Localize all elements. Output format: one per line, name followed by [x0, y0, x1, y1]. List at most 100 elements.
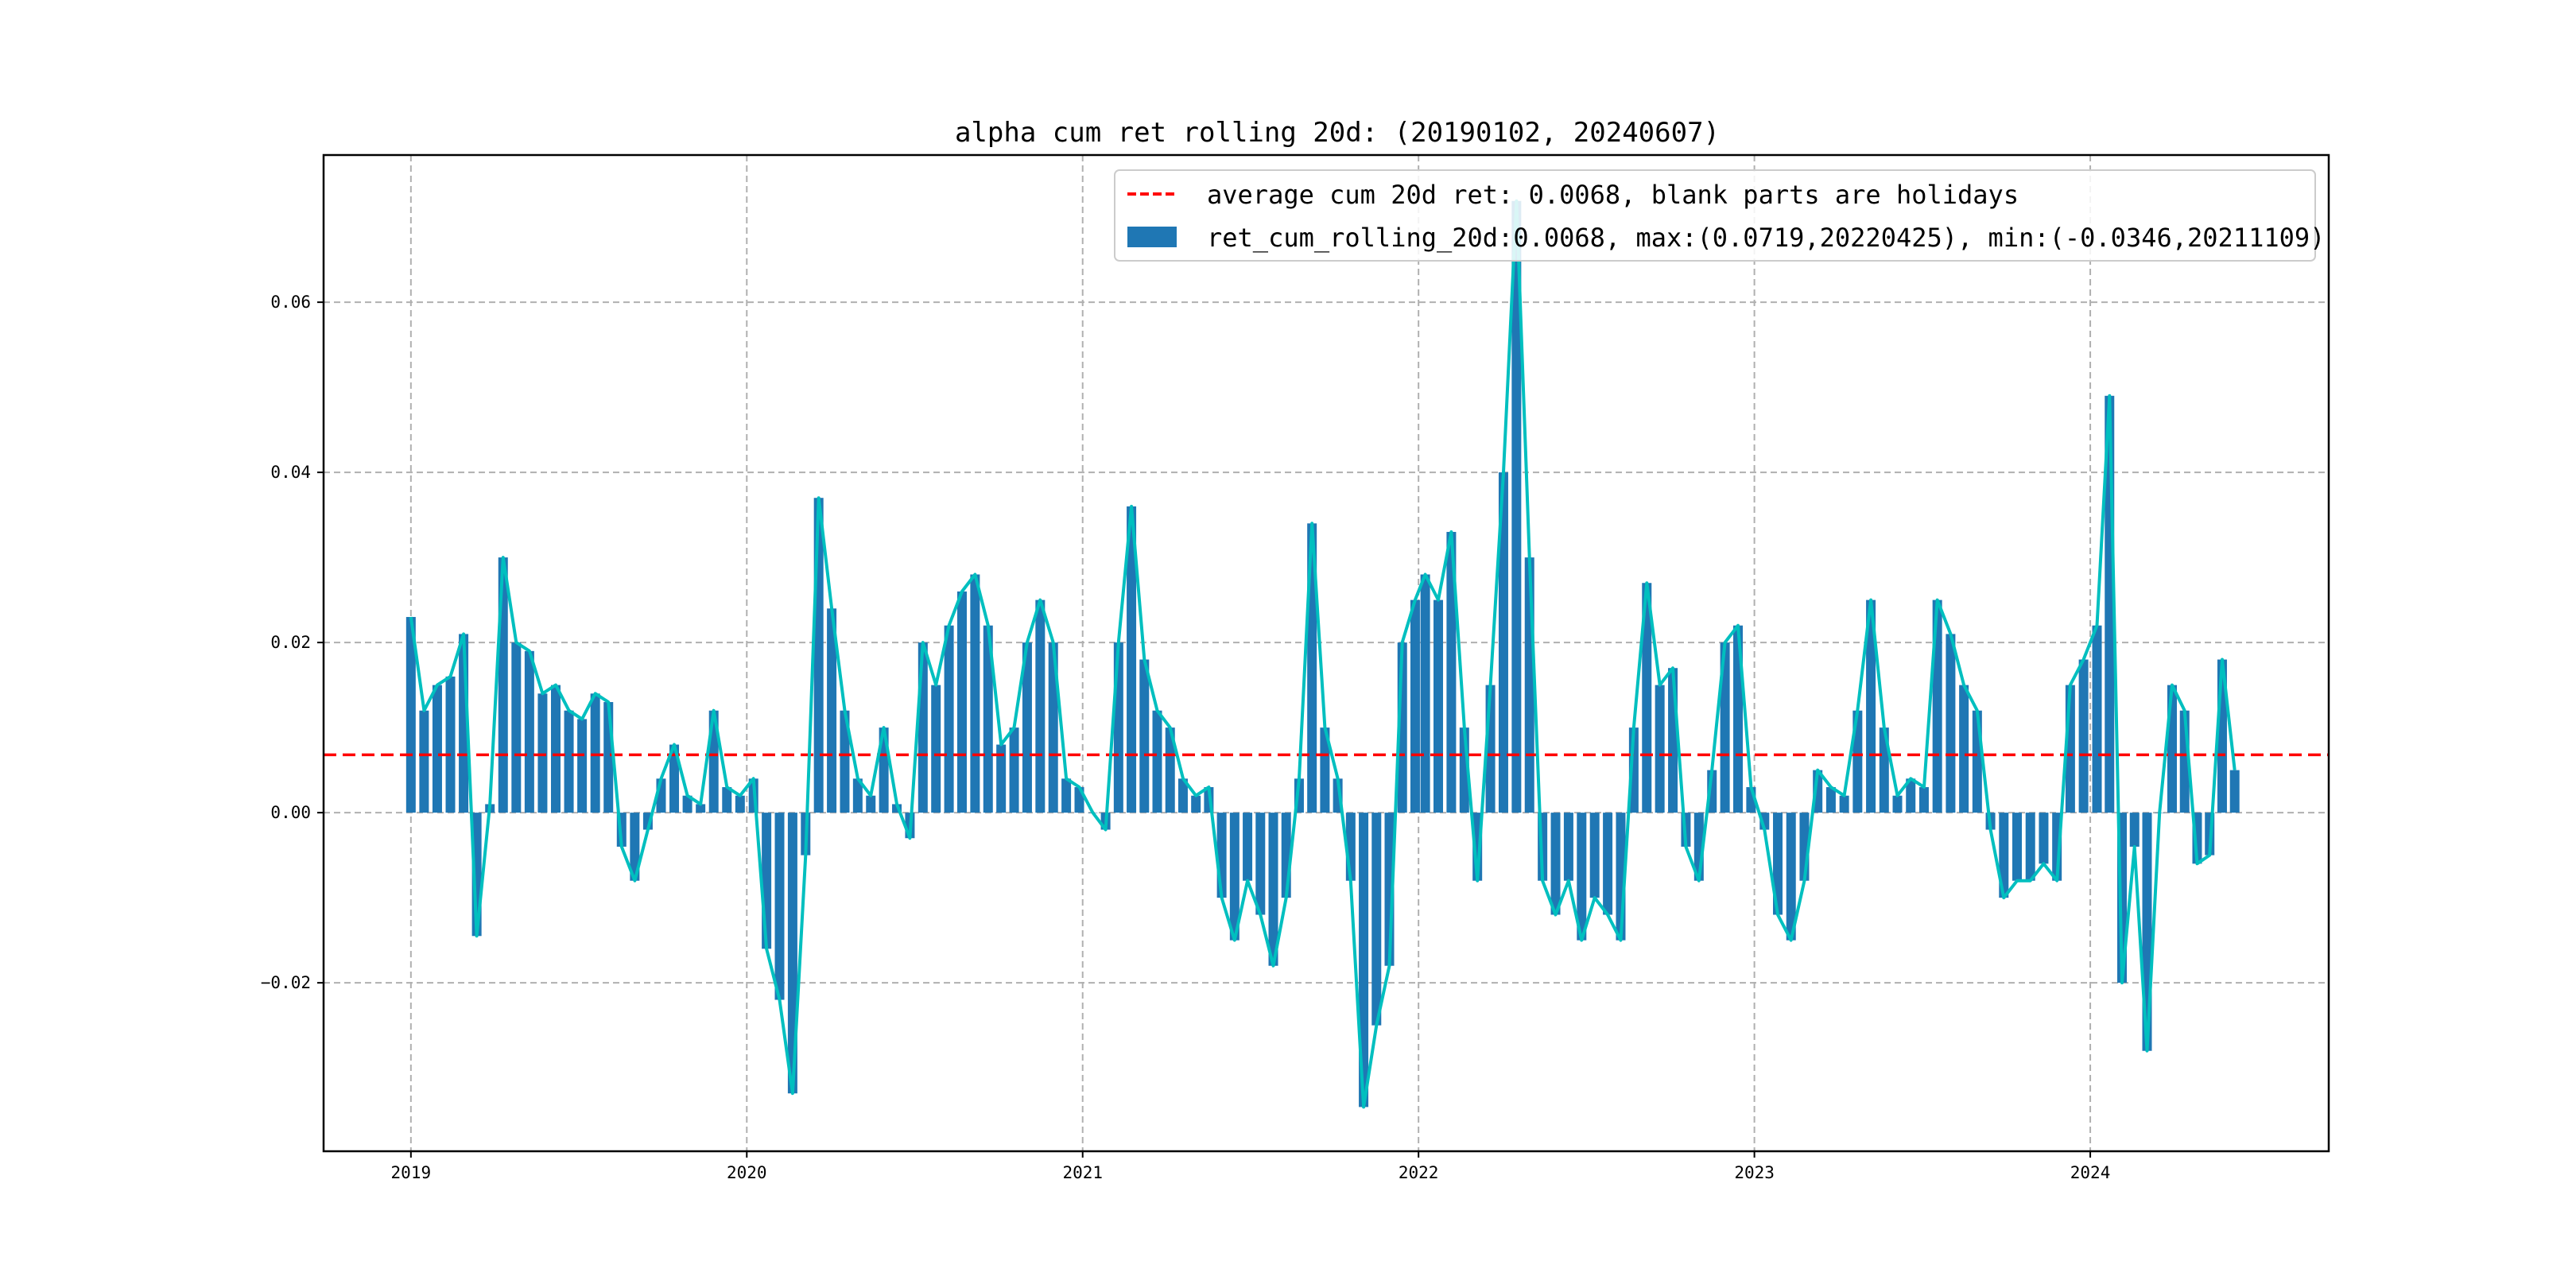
bar — [918, 642, 928, 813]
bar — [983, 625, 993, 813]
bar — [2129, 813, 2140, 847]
bar — [944, 625, 954, 813]
bar — [970, 574, 980, 813]
y-tick-label: 0.04 — [270, 463, 311, 482]
bar — [405, 617, 416, 813]
bar — [1577, 813, 1587, 941]
bar — [1603, 813, 1613, 915]
bar — [537, 693, 548, 813]
x-tick-label: 2019 — [391, 1163, 432, 1182]
legend-label-series: ret_cum_rolling_20d:0.0068, max:(0.0719,… — [1207, 223, 2325, 253]
bar — [1268, 813, 1278, 966]
bar — [1127, 506, 1137, 813]
bar — [852, 778, 863, 813]
bar — [1892, 795, 1903, 813]
bar — [1433, 599, 1444, 813]
bar — [1229, 813, 1240, 941]
bar — [1048, 642, 1058, 813]
bar — [445, 676, 456, 813]
bar — [735, 795, 745, 813]
bar — [2025, 813, 2035, 881]
bar — [1589, 813, 1600, 898]
bar — [630, 813, 640, 881]
bar — [2039, 813, 2049, 864]
bar — [1152, 710, 1162, 813]
bar — [813, 498, 824, 813]
bar — [1550, 813, 1561, 915]
bar — [931, 685, 941, 813]
bar — [1410, 599, 1420, 813]
x-tick-label: 2023 — [1734, 1163, 1775, 1182]
bar — [1720, 642, 1730, 813]
legend-box — [1114, 169, 2316, 262]
bar — [2012, 813, 2023, 881]
legend: average cum 20d ret: 0.0068, blank parts… — [1114, 169, 2325, 262]
bar — [827, 608, 837, 813]
bar — [1139, 659, 1150, 813]
bar — [2078, 659, 2089, 813]
bar — [696, 804, 706, 813]
axes-frame — [322, 153, 2330, 1153]
y-tick-label: 0.06 — [270, 293, 311, 312]
bar — [590, 693, 600, 813]
bar — [1498, 472, 1508, 813]
chart-title: alpha cum ret rolling 20d: (20190102, 20… — [955, 117, 1720, 149]
bar — [2229, 770, 2240, 813]
y-tick-label: 0.02 — [270, 633, 311, 652]
x-tick-label: 2021 — [1062, 1163, 1103, 1182]
bar — [577, 719, 588, 813]
bar — [866, 795, 876, 813]
y-tick-label: −0.02 — [261, 973, 311, 992]
bar — [432, 685, 442, 813]
bar — [1420, 574, 1430, 813]
legend-label-average: average cum 20d ret: 0.0068, blank parts… — [1207, 180, 2019, 210]
bar — [1655, 685, 1665, 813]
bar — [840, 710, 850, 813]
bar — [1959, 685, 1969, 813]
bar — [511, 642, 522, 813]
bar — [1866, 599, 1876, 813]
bar — [1191, 795, 1201, 813]
bar — [774, 813, 785, 1000]
ticks: 2019 2020 2021 2022 2023 2024 −0.02 0.00 0.02 0.0… — [261, 293, 2111, 1182]
bar — [564, 710, 574, 813]
bars — [405, 200, 2240, 1108]
bar — [1009, 727, 1019, 813]
bar — [1371, 813, 1382, 1026]
bar — [1946, 634, 1956, 813]
bar — [996, 744, 1007, 813]
y-tick-label: 0.00 — [270, 803, 311, 822]
bar — [1035, 599, 1046, 813]
bar — [1786, 813, 1796, 941]
bar — [1061, 778, 1072, 813]
grid — [324, 155, 2329, 1151]
bar — [2092, 625, 2102, 813]
bar — [1839, 795, 1849, 813]
bar — [550, 685, 561, 813]
legend-blue-bar-icon — [1127, 227, 1177, 247]
bar — [682, 795, 692, 813]
bar — [1177, 778, 1188, 813]
series-line-group — [409, 199, 2237, 1109]
bar — [1165, 727, 1175, 813]
bar — [1825, 787, 1836, 813]
bar — [1852, 710, 1863, 813]
bar — [1446, 532, 1457, 813]
bar — [1255, 813, 1266, 915]
bar — [1320, 727, 1330, 813]
bar — [524, 650, 534, 813]
bar — [956, 591, 967, 813]
bar — [1999, 813, 2009, 898]
bar — [1972, 710, 1982, 813]
x-tick-label: 2024 — [2070, 1163, 2111, 1182]
bar — [1243, 813, 1253, 881]
bar — [1879, 727, 1889, 813]
x-tick-label: 2020 — [727, 1163, 767, 1182]
bar — [1563, 813, 1573, 881]
bar — [1511, 200, 1522, 813]
bar — [419, 710, 429, 813]
series-line — [409, 199, 2237, 1109]
bar — [1359, 813, 1369, 1108]
bar — [1918, 787, 1929, 813]
